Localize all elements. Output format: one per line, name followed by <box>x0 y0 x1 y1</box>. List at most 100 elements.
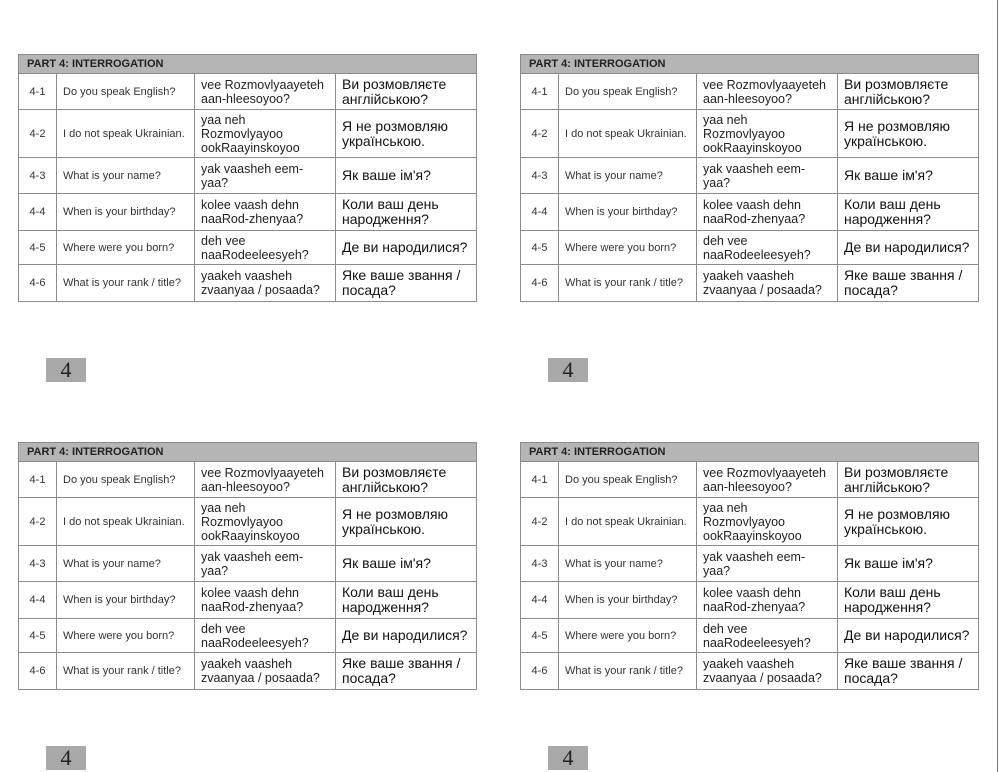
table-row: 4-5 Where were you born? deh vee naaRodeel… <box>520 618 980 653</box>
transliteration: kolee vaash dehn naaRod-zhenyaa? <box>696 193 838 231</box>
ukrainian-phrase: Коли ваш день народження? <box>836 193 980 231</box>
section-title: PART 4: INTERROGATION <box>519 54 980 74</box>
english-phrase: What is your rank / title? <box>558 264 697 302</box>
row-number: 4-4 <box>520 581 559 619</box>
transliteration: vee Rozmovlyaayeteh aan-hleesoyoo? <box>696 73 838 110</box>
ukrainian-phrase: Як ваше ім'я? <box>334 157 478 194</box>
section-title: PART 4: INTERROGATION <box>17 442 478 462</box>
table-row: 4-1 Do you speak English? vee Rozmovlyaaye… <box>18 73 478 110</box>
english-phrase: What is your rank / title? <box>56 264 195 302</box>
row-number: 4-4 <box>520 193 559 231</box>
english-phrase: Do you speak English? <box>56 73 195 110</box>
phrase-card: PART 4: INTERROGATION 4-1 Do you speak En… <box>17 54 478 302</box>
transliteration: yaakeh vaasheh zvaanyaa / posaada? <box>194 264 336 302</box>
transliteration: yaa neh Rozmovlyayoo ookRaayinskoyoo <box>696 109 838 158</box>
row-number: 4-2 <box>18 109 57 158</box>
english-phrase: What is your name? <box>56 157 195 194</box>
row-number: 4-3 <box>18 157 57 194</box>
transliteration: deh vee naaRodeeleesyeh? <box>696 618 838 653</box>
page-number: 4 <box>46 746 86 770</box>
ukrainian-phrase: Я не розмовляю українською. <box>334 497 478 546</box>
table-row: 4-6 What is your rank / title? yaakeh vaas… <box>18 652 478 690</box>
table-row: 4-1 Do you speak English? vee Rozmovlyaaye… <box>18 461 478 498</box>
row-number: 4-2 <box>520 497 559 546</box>
transliteration: yaa neh Rozmovlyayoo ookRaayinskoyoo <box>194 497 336 546</box>
phrase-card: PART 4: INTERROGATION 4-1 Do you speak En… <box>519 54 980 302</box>
transliteration: vee Rozmovlyaayeteh aan-hleesoyoo? <box>194 461 336 498</box>
section-title: PART 4: INTERROGATION <box>17 54 478 74</box>
table-row: 4-4 When is your birthday? kolee vaash deh… <box>520 193 980 231</box>
table-row: 4-2 I do not speak Ukrainian. yaa neh Rozm… <box>18 109 478 158</box>
english-phrase: Where were you born? <box>558 230 697 265</box>
english-phrase: When is your birthday? <box>558 581 697 619</box>
row-number: 4-5 <box>520 230 559 265</box>
ukrainian-phrase: Коли ваш день народження? <box>334 193 478 231</box>
ukrainian-phrase: Як ваше ім'я? <box>836 157 980 194</box>
ukrainian-phrase: Яке ваше звання / посада? <box>836 652 980 690</box>
table-row: 4-1 Do you speak English? vee Rozmovlyaaye… <box>520 461 980 498</box>
english-phrase: What is your name? <box>56 545 195 582</box>
transliteration: kolee vaash dehn naaRod-zhenyaa? <box>194 193 336 231</box>
transliteration: vee Rozmovlyaayeteh aan-hleesoyoo? <box>194 73 336 110</box>
interrogation-table: PART 4: INTERROGATION 4-1 Do you speak En… <box>17 54 478 302</box>
phrase-card: PART 4: INTERROGATION 4-1 Do you speak En… <box>519 442 980 690</box>
english-phrase: I do not speak Ukrainian. <box>558 497 697 546</box>
ukrainian-phrase: Де ви народилися? <box>334 618 478 653</box>
page-number: 4 <box>548 746 588 770</box>
ukrainian-phrase: Де ви народилися? <box>334 230 478 265</box>
english-phrase: Where were you born? <box>558 618 697 653</box>
row-number: 4-5 <box>18 618 57 653</box>
transliteration: yak vaasheh eem-yaa? <box>696 545 838 582</box>
row-number: 4-2 <box>520 109 559 158</box>
table-row: 4-1 Do you speak English? vee Rozmovlyaaye… <box>520 73 980 110</box>
row-number: 4-3 <box>18 545 57 582</box>
ukrainian-phrase: Як ваше ім'я? <box>334 545 478 582</box>
transliteration: deh vee naaRodeeleesyeh? <box>194 618 336 653</box>
ukrainian-phrase: Де ви народилися? <box>836 618 980 653</box>
page-edge-divider <box>997 0 998 772</box>
ukrainian-phrase: Яке ваше звання / посада? <box>334 652 478 690</box>
row-number: 4-4 <box>18 581 57 619</box>
row-number: 4-1 <box>520 461 559 498</box>
table-row: 4-5 Where were you born? deh vee naaRodeel… <box>520 230 980 265</box>
table-row: 4-5 Where were you born? deh vee naaRodeel… <box>18 230 478 265</box>
english-phrase: I do not speak Ukrainian. <box>56 497 195 546</box>
transliteration: kolee vaash dehn naaRod-zhenyaa? <box>696 581 838 619</box>
transliteration: kolee vaash dehn naaRod-zhenyaa? <box>194 581 336 619</box>
table-row: 4-6 What is your rank / title? yaakeh vaas… <box>520 264 980 302</box>
transliteration: vee Rozmovlyaayeteh aan-hleesoyoo? <box>696 461 838 498</box>
transliteration: yaa neh Rozmovlyayoo ookRaayinskoyoo <box>696 497 838 546</box>
ukrainian-phrase: Ви розмовляєте англійською? <box>334 461 478 498</box>
ukrainian-phrase: Коли ваш день народження? <box>836 581 980 619</box>
ukrainian-phrase: Я не розмовляю українською. <box>836 497 980 546</box>
row-number: 4-1 <box>18 461 57 498</box>
table-row: 4-3 What is your name? yak vaasheh eem-yaa… <box>520 157 980 194</box>
transliteration: yak vaasheh eem-yaa? <box>194 157 336 194</box>
table-row: 4-5 Where were you born? deh vee naaRodeel… <box>18 618 478 653</box>
row-number: 4-6 <box>18 264 57 302</box>
transliteration: yak vaasheh eem-yaa? <box>696 157 838 194</box>
ukrainian-phrase: Я не розмовляю українською. <box>836 109 980 158</box>
row-number: 4-5 <box>520 618 559 653</box>
row-number: 4-4 <box>18 193 57 231</box>
english-phrase: When is your birthday? <box>558 193 697 231</box>
ukrainian-phrase: Яке ваше звання / посада? <box>836 264 980 302</box>
transliteration: yaakeh vaasheh zvaanyaa / posaada? <box>194 652 336 690</box>
transliteration: deh vee naaRodeeleesyeh? <box>194 230 336 265</box>
row-number: 4-3 <box>520 545 559 582</box>
interrogation-table: PART 4: INTERROGATION 4-1 Do you speak En… <box>519 54 980 302</box>
english-phrase: I do not speak Ukrainian. <box>56 109 195 158</box>
row-number: 4-6 <box>520 652 559 690</box>
row-number: 4-6 <box>18 652 57 690</box>
english-phrase: What is your name? <box>558 545 697 582</box>
english-phrase: What is your name? <box>558 157 697 194</box>
english-phrase: Where were you born? <box>56 618 195 653</box>
page-number: 4 <box>46 358 86 382</box>
row-number: 4-6 <box>520 264 559 302</box>
english-phrase: Do you speak English? <box>558 461 697 498</box>
ukrainian-phrase: Я не розмовляю українською. <box>334 109 478 158</box>
table-row: 4-6 What is your rank / title? yaakeh vaas… <box>520 652 980 690</box>
table-row: 4-6 What is your rank / title? yaakeh vaas… <box>18 264 478 302</box>
interrogation-table: PART 4: INTERROGATION 4-1 Do you speak En… <box>17 442 478 690</box>
table-row: 4-3 What is your name? yak vaasheh eem-yaa… <box>18 157 478 194</box>
